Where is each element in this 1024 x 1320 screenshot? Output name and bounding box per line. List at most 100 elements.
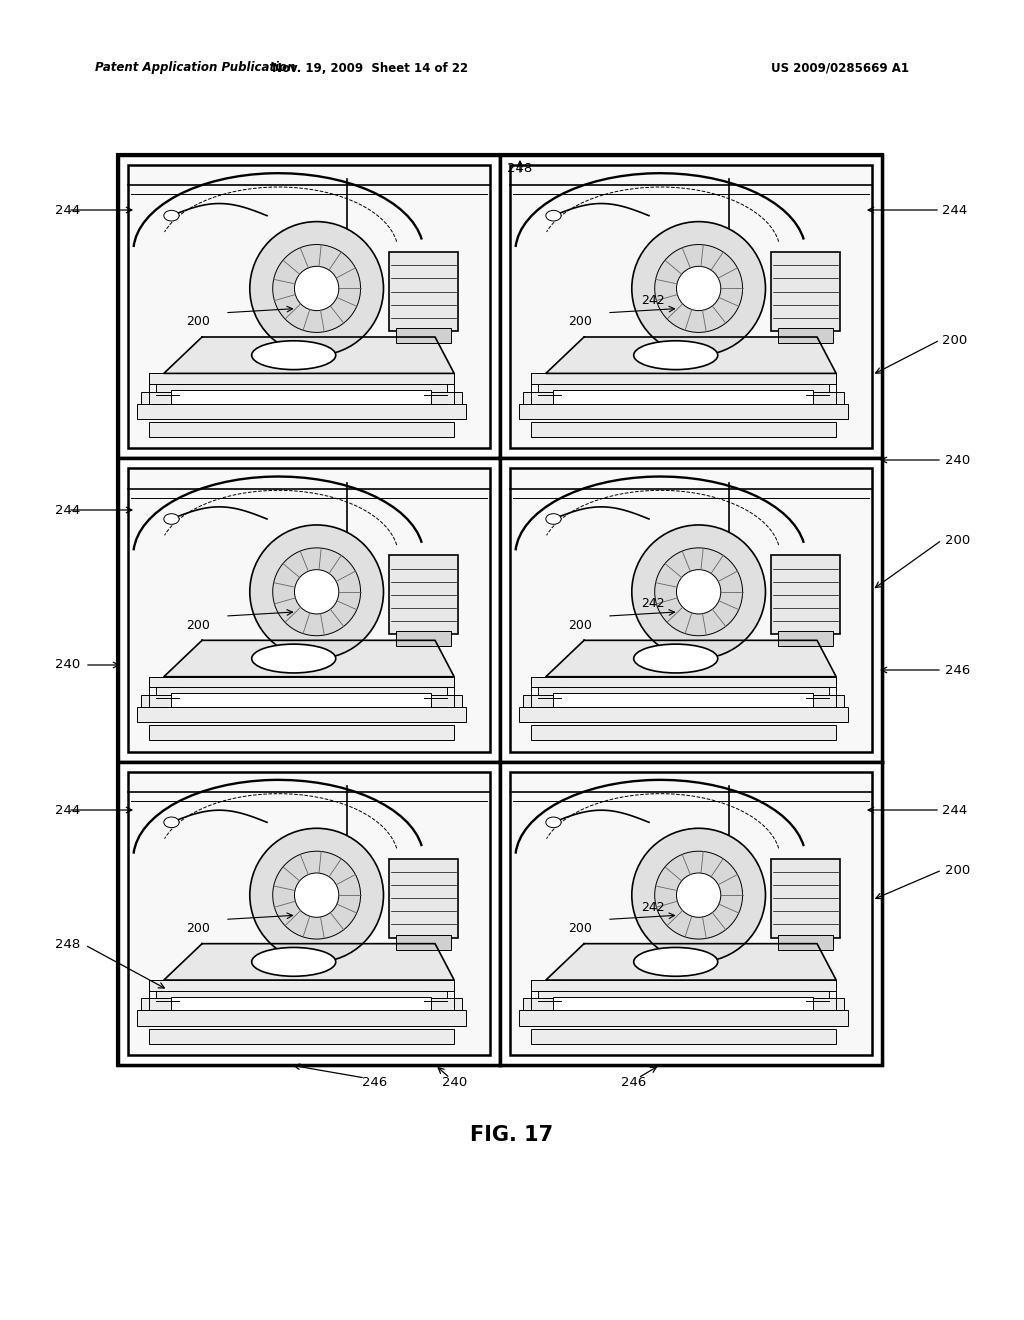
Bar: [157, 991, 446, 998]
Bar: [530, 725, 837, 741]
Circle shape: [250, 525, 384, 659]
Bar: [771, 252, 840, 331]
Bar: [539, 991, 828, 998]
Bar: [128, 165, 490, 449]
Bar: [539, 384, 828, 392]
Text: 200: 200: [186, 315, 210, 329]
Text: 244: 244: [942, 804, 968, 817]
Bar: [141, 694, 462, 708]
Text: 200: 200: [945, 533, 971, 546]
Bar: [778, 935, 834, 949]
Bar: [530, 979, 837, 991]
Circle shape: [654, 851, 742, 939]
Bar: [118, 154, 500, 458]
Bar: [128, 772, 490, 1055]
Text: 200: 200: [186, 619, 210, 632]
Bar: [523, 998, 844, 1010]
Bar: [554, 997, 813, 1010]
Bar: [396, 935, 452, 949]
Circle shape: [272, 851, 360, 939]
Bar: [389, 556, 458, 635]
Text: 200: 200: [568, 315, 592, 329]
Circle shape: [654, 244, 742, 333]
Circle shape: [272, 548, 360, 636]
Bar: [519, 708, 848, 722]
Bar: [137, 404, 466, 418]
Circle shape: [295, 570, 339, 614]
Ellipse shape: [634, 948, 718, 977]
Text: 200: 200: [568, 619, 592, 632]
Text: 200: 200: [568, 921, 592, 935]
Bar: [148, 1028, 455, 1044]
Bar: [171, 693, 431, 708]
Bar: [530, 422, 837, 437]
Bar: [118, 458, 500, 762]
Bar: [396, 631, 452, 647]
Bar: [118, 762, 500, 1065]
Bar: [523, 694, 844, 708]
Text: 244: 244: [55, 503, 81, 516]
Bar: [519, 404, 848, 418]
Text: 242: 242: [641, 598, 665, 610]
Bar: [389, 859, 458, 937]
Ellipse shape: [546, 817, 561, 828]
Polygon shape: [546, 944, 837, 979]
Text: 240: 240: [945, 454, 971, 466]
Ellipse shape: [164, 210, 179, 220]
Text: 244: 244: [55, 203, 81, 216]
Bar: [539, 688, 828, 694]
Bar: [500, 154, 882, 458]
Bar: [171, 391, 431, 404]
Bar: [554, 693, 813, 708]
Text: 200: 200: [945, 863, 971, 876]
Text: FIG. 17: FIG. 17: [470, 1125, 554, 1144]
Text: 200: 200: [942, 334, 968, 346]
Text: 200: 200: [186, 921, 210, 935]
Bar: [171, 997, 431, 1010]
Circle shape: [654, 548, 742, 636]
Bar: [510, 165, 872, 449]
Circle shape: [295, 267, 339, 310]
Bar: [148, 677, 455, 688]
Ellipse shape: [546, 513, 561, 524]
Polygon shape: [164, 640, 455, 677]
Polygon shape: [546, 640, 837, 677]
Ellipse shape: [546, 210, 561, 220]
Ellipse shape: [252, 644, 336, 673]
Ellipse shape: [252, 948, 336, 977]
Bar: [148, 725, 455, 741]
Circle shape: [272, 244, 360, 333]
Circle shape: [632, 828, 766, 962]
Bar: [530, 1028, 837, 1044]
Bar: [157, 688, 446, 694]
Text: 242: 242: [641, 294, 665, 308]
Polygon shape: [164, 337, 455, 374]
Bar: [778, 327, 834, 343]
Bar: [157, 384, 446, 392]
Bar: [148, 979, 455, 991]
Circle shape: [250, 222, 384, 355]
Bar: [530, 677, 837, 688]
Bar: [523, 392, 844, 404]
Polygon shape: [546, 337, 837, 374]
Text: 248: 248: [55, 939, 81, 952]
Bar: [389, 252, 458, 331]
Text: 242: 242: [641, 900, 665, 913]
Bar: [148, 422, 455, 437]
Bar: [128, 469, 490, 751]
Ellipse shape: [634, 341, 718, 370]
Circle shape: [677, 570, 721, 614]
Circle shape: [250, 828, 384, 962]
Text: 244: 244: [942, 203, 968, 216]
Text: 240: 240: [442, 1077, 468, 1089]
Circle shape: [677, 873, 721, 917]
Circle shape: [632, 525, 766, 659]
Text: 246: 246: [622, 1077, 646, 1089]
Text: 246: 246: [945, 664, 971, 676]
Ellipse shape: [164, 817, 179, 828]
Text: 240: 240: [55, 659, 81, 672]
Bar: [519, 1010, 848, 1026]
Bar: [396, 327, 452, 343]
Circle shape: [632, 222, 766, 355]
Text: 244: 244: [55, 804, 81, 817]
